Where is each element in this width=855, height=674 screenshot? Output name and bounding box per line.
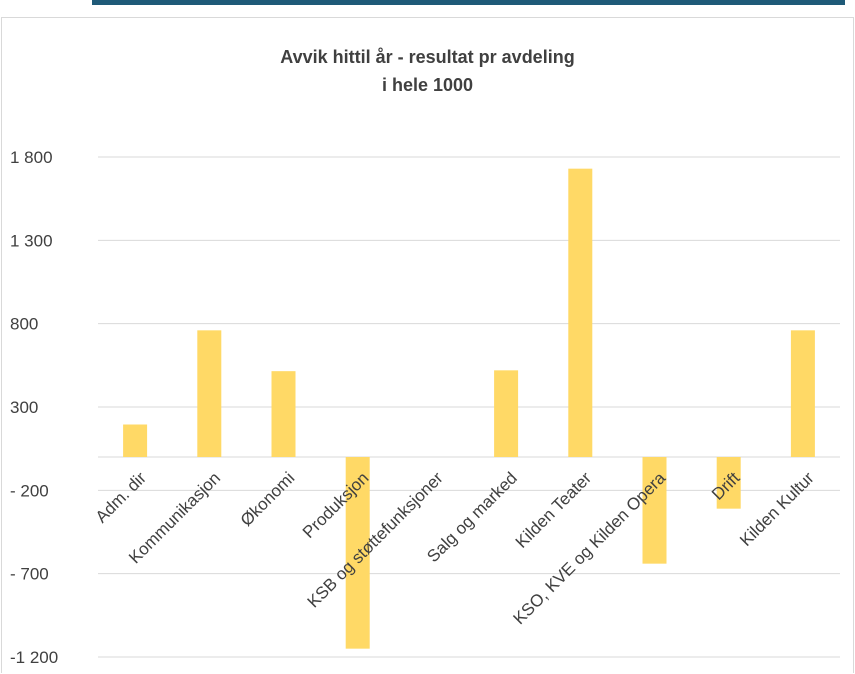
x-tick-label: Økonomi [237,468,299,530]
bar [345,457,370,649]
x-tick-label: Kilden Teater [512,468,596,552]
bar [494,370,519,457]
header-accent-bar [92,0,845,5]
bar [716,457,741,509]
y-tick-label: - 700 [10,565,49,584]
chart-title-line-2: i hele 1000 [381,75,474,95]
y-tick-label: 800 [10,315,38,334]
bar [271,371,296,457]
chart-title-line-1: Avvik hittil år - resultat pr avdeling [280,47,575,67]
bar [123,424,148,457]
bar [642,457,667,564]
bar [790,330,815,457]
y-tick-label: 1 800 [10,148,53,167]
x-tick-label: KSB og støttefunksjoner [304,468,447,611]
x-tick-label: Adm. dir [92,468,150,526]
bar [568,168,593,457]
y-tick-label: 1 300 [10,231,53,250]
chart-frame [1,17,854,673]
y-tick-label: 300 [10,398,38,417]
x-tick-label: Kilden Kultur [736,468,818,550]
bar [197,330,222,457]
y-tick-label: -1 200 [10,648,58,667]
y-tick-label: - 200 [10,481,49,500]
